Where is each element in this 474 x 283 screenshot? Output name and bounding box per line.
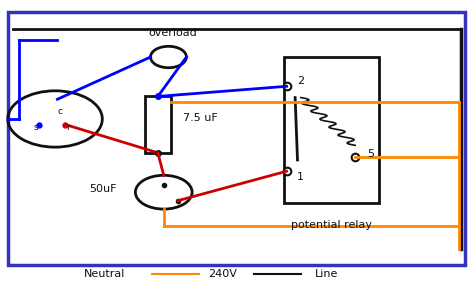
Text: potential relay: potential relay xyxy=(291,220,372,230)
Text: Neutral: Neutral xyxy=(84,269,125,279)
Text: 7.5 uF: 7.5 uF xyxy=(182,113,218,123)
Text: c: c xyxy=(57,108,62,116)
Bar xyxy=(284,57,379,203)
Text: s: s xyxy=(34,123,38,132)
Text: overload: overload xyxy=(149,28,198,38)
Text: Line: Line xyxy=(315,269,338,279)
Text: 1: 1 xyxy=(297,172,304,182)
Text: 50uF: 50uF xyxy=(89,184,117,194)
Text: 2: 2 xyxy=(297,76,304,86)
Text: 240V: 240V xyxy=(209,269,237,279)
Text: 5: 5 xyxy=(367,149,374,159)
Text: r: r xyxy=(66,123,70,132)
Bar xyxy=(145,97,171,153)
